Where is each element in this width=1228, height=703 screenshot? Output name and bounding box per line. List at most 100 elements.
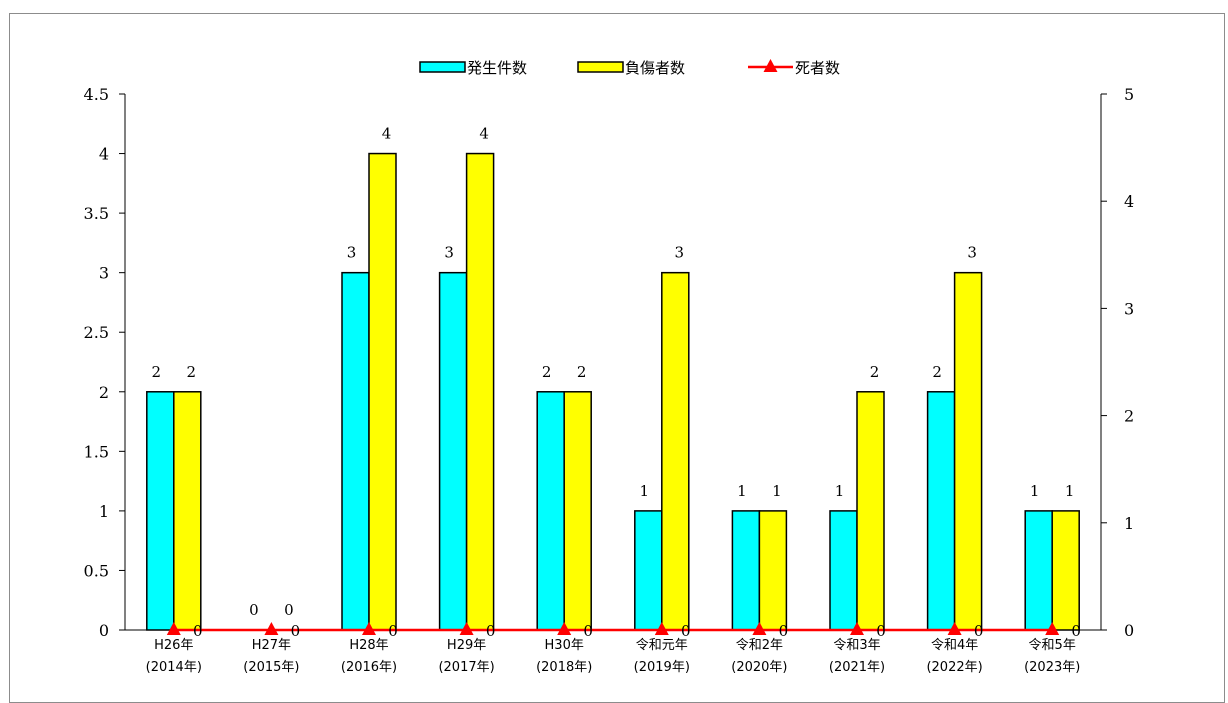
x-tick-label: H29年 — [447, 638, 486, 653]
line-series — [166, 622, 1060, 635]
data-label-deaths: 0 — [681, 622, 691, 640]
bar-incidents — [634, 510, 663, 631]
data-label-deaths: 0 — [1071, 622, 1081, 640]
legend-label: 発生件数 — [467, 59, 527, 77]
data-label-incidents: 2 — [932, 363, 942, 381]
y-right-tick-label: 1 — [1124, 514, 1134, 533]
data-label-injured: 3 — [967, 244, 977, 262]
data-label-deaths: 0 — [779, 622, 789, 640]
legend: 発生件数 負傷者数 死者数 — [419, 59, 840, 77]
bar-injured — [368, 152, 397, 631]
legend-label: 負傷者数 — [625, 59, 685, 77]
x-tick-label: 令和5年 — [1029, 638, 1076, 653]
bar-injured — [173, 391, 202, 631]
bar-injured — [758, 510, 788, 631]
data-label-injured: 2 — [870, 363, 880, 381]
legend-label: 死者数 — [795, 59, 840, 77]
bar-injured — [953, 271, 983, 631]
y-left-tick-label: 0 — [99, 621, 109, 640]
bar-injured — [465, 152, 495, 631]
data-label-incidents: 3 — [444, 244, 454, 262]
marker-deaths — [362, 622, 376, 635]
x-tick-label: 令和4年 — [931, 638, 978, 653]
data-label-incidents: 1 — [737, 482, 747, 500]
bar-incidents — [146, 391, 175, 631]
data-labels: 2 2 0 0 3 4 3 4 2 2 1 3 1 1 1 2 2 3 1 1 0 0 0 0 0 0 0 0 0 0 — [152, 125, 1081, 640]
data-label-injured: 1 — [1065, 482, 1075, 500]
data-label-deaths: 0 — [876, 622, 886, 640]
bar-incidents — [341, 271, 370, 631]
x-tick-label-year: (2021年) — [829, 660, 885, 675]
y-left-tick-label: 2.5 — [84, 323, 109, 342]
data-label-incidents: 1 — [640, 482, 650, 500]
data-label-injured: 4 — [382, 125, 392, 143]
x-tick-label-year: (2023年) — [1024, 660, 1080, 675]
marker-deaths — [947, 622, 962, 635]
chart: 発生件数 負傷者数 死者数 0 0.5 1 1.5 2 2.5 3 3.5 4 4.5 0 1 2 3 4 5 H2… — [84, 59, 1135, 675]
x-tick-label-year: (2019年) — [634, 660, 690, 675]
data-label-injured: 2 — [577, 363, 587, 381]
y-left-tick-label: 1.5 — [84, 442, 109, 461]
data-label-injured: 2 — [187, 363, 197, 381]
legend-marker — [763, 59, 778, 72]
legend-swatch — [577, 61, 624, 73]
bar-injured — [661, 271, 690, 631]
x-tick-label: H30年 — [545, 638, 584, 653]
data-label-incidents: 1 — [1030, 482, 1040, 500]
data-label-deaths: 0 — [193, 622, 203, 640]
legend-swatch — [419, 61, 466, 73]
x-tick-label-year: (2020年) — [731, 660, 787, 675]
x-tick-label-year: (2017年) — [438, 660, 494, 675]
x-tick-label-year: (2018年) — [536, 660, 592, 675]
data-label-incidents: 0 — [249, 601, 259, 619]
x-tick-label: H28年 — [349, 638, 388, 653]
data-label-injured: 3 — [675, 244, 685, 262]
y-left-tick-label: 0.5 — [84, 561, 109, 580]
marker-deaths — [557, 622, 572, 635]
x-tick-label-year: (2016年) — [341, 660, 397, 675]
y-right-tick-label: 5 — [1124, 85, 1134, 104]
y-left-tick-label: 2 — [99, 383, 109, 402]
data-label-deaths: 0 — [583, 622, 593, 640]
bar-incidents — [731, 510, 761, 631]
y-left-tick-label: 4.5 — [84, 85, 109, 104]
x-tick-label-year: (2022年) — [926, 660, 982, 675]
bar-injured — [1051, 510, 1080, 631]
y-right-tick-label: 2 — [1124, 407, 1134, 426]
y-right-tick-label: 4 — [1124, 192, 1134, 211]
data-label-incidents: 1 — [835, 482, 845, 500]
y-left-tick-label: 4 — [99, 145, 109, 164]
data-label-incidents: 2 — [152, 363, 162, 381]
y-left-tick-label: 1 — [99, 502, 109, 521]
bar-injured — [563, 391, 592, 631]
data-label-deaths: 0 — [974, 622, 984, 640]
y-right-tick-label: 3 — [1124, 299, 1134, 318]
marker-deaths — [166, 622, 181, 635]
x-tick-label-year: (2015年) — [243, 660, 299, 675]
marker-deaths — [850, 622, 864, 635]
data-label-deaths: 0 — [388, 622, 398, 640]
axes: 0 0.5 1 1.5 2 2.5 3 3.5 4 4.5 0 1 2 3 4 5 H26年 (2014年) H27… — [84, 85, 1135, 675]
x-tick-label: 令和2年 — [736, 638, 783, 653]
y-left-tick-label: 3.5 — [84, 204, 109, 223]
bar-injured — [856, 391, 885, 631]
x-tick-label-year: (2014年) — [146, 660, 202, 675]
data-label-injured: 0 — [284, 601, 294, 619]
bar-incidents — [536, 391, 565, 631]
x-tick-label: H27年 — [252, 638, 291, 653]
x-tick-label: 令和元年 — [636, 638, 688, 653]
data-label-incidents: 3 — [347, 244, 357, 262]
marker-deaths — [264, 622, 279, 635]
bar-incidents — [438, 271, 468, 631]
marker-deaths — [654, 622, 669, 635]
marker-deaths — [752, 622, 767, 635]
data-label-injured: 1 — [772, 482, 782, 500]
x-tick-label: 令和3年 — [833, 638, 880, 653]
data-label-deaths: 0 — [291, 622, 301, 640]
bar-incidents — [829, 510, 858, 631]
bar-incidents — [926, 391, 956, 631]
data-label-injured: 4 — [479, 125, 489, 143]
x-tick-label: H26年 — [154, 638, 193, 653]
marker-deaths — [1045, 622, 1060, 635]
data-label-deaths: 0 — [486, 622, 496, 640]
